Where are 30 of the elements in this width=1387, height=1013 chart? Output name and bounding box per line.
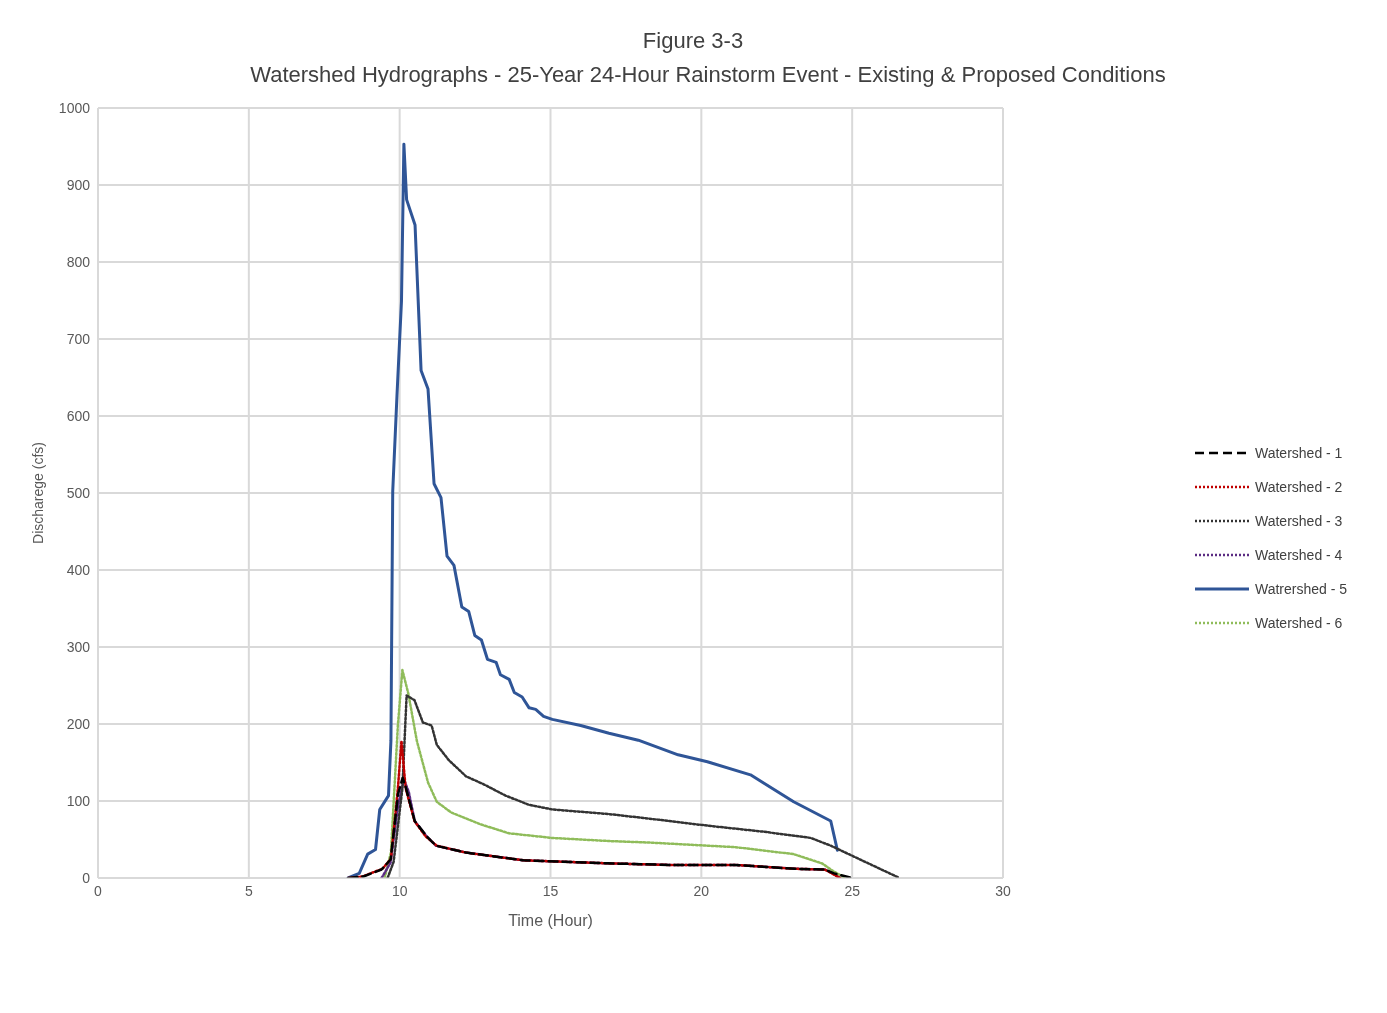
chart-title: Figure 3-3 — [641, 27, 745, 54]
y-tick-label: 700 — [66, 330, 91, 347]
x-tick-label: 25 — [844, 882, 861, 899]
legend-label: Watershed - 2 — [1255, 479, 1343, 495]
y-tick-label: 600 — [66, 407, 91, 424]
legend-label: Watershed - 4 — [1255, 547, 1343, 563]
y-tick-label: 900 — [66, 176, 91, 193]
x-tick-label: 30 — [995, 882, 1011, 899]
y-tick-label: 400 — [66, 561, 91, 578]
y-tick-label: 300 — [66, 638, 91, 655]
legend-label: Watershed - 1 — [1255, 445, 1343, 461]
y-tick-label: 0 — [82, 869, 91, 886]
y-axis-title: Discharege (cfs) — [29, 442, 46, 544]
legend-label: Watershed - 3 — [1255, 513, 1343, 529]
chart-subtitle: Watershed Hydrographs - 25-Year 24-Hour Rainstorm Event - Existing & Proposed Conditions — [249, 62, 1167, 88]
legend-label: Watrershed - 5 — [1255, 581, 1348, 597]
y-tick-label: 100 — [66, 792, 91, 809]
legend-label: Watershed - 6 — [1255, 615, 1343, 631]
y-tick-label: 800 — [66, 253, 91, 270]
x-tick-label: 15 — [542, 882, 559, 899]
y-tick-label: 1000 — [58, 99, 91, 116]
x-tick-label: 5 — [244, 882, 253, 899]
x-tick-label: 20 — [693, 882, 710, 899]
line-series — [386, 694, 901, 878]
y-tick-label: 200 — [66, 715, 91, 732]
x-tick-label: 0 — [94, 882, 103, 899]
x-axis-title: Time (Hour) — [508, 912, 593, 929]
line-series — [346, 142, 839, 878]
y-tick-label: 500 — [66, 484, 91, 501]
x-tick-label: 10 — [391, 882, 408, 899]
